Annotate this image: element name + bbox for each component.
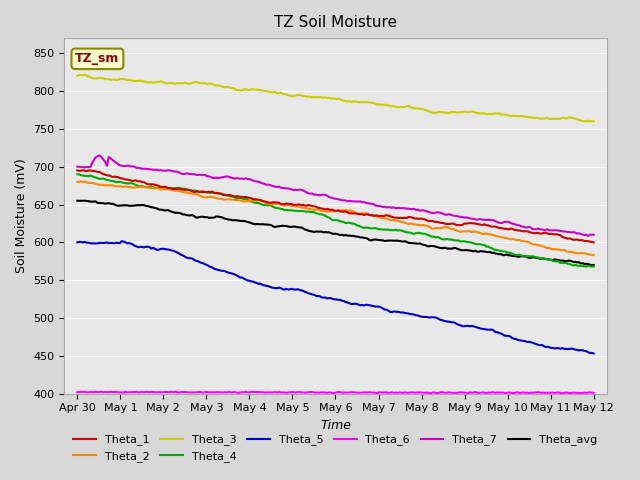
- Theta_2: [369, 213, 377, 218]
- Theta_3: [505, 113, 513, 119]
- Line: Theta_6: Theta_6: [77, 392, 594, 393]
- Theta_2: [394, 218, 401, 224]
- Theta_2: [505, 236, 513, 241]
- X-axis label: Time: Time: [320, 419, 351, 432]
- Theta_1: [505, 227, 513, 232]
- Line: Theta_7: Theta_7: [77, 156, 594, 236]
- Theta_5: [505, 333, 513, 339]
- Theta_avg: [81, 198, 88, 204]
- Theta_3: [394, 105, 401, 110]
- Theta_1: [155, 183, 163, 189]
- Line: Theta_avg: Theta_avg: [77, 201, 594, 265]
- Theta_1: [394, 215, 401, 221]
- Theta_7: [501, 219, 509, 225]
- Theta_3: [155, 79, 163, 85]
- Theta_7: [74, 164, 81, 169]
- Theta_7: [505, 219, 513, 225]
- Theta_2: [155, 186, 163, 192]
- Theta_3: [323, 95, 331, 101]
- Theta_avg: [501, 252, 509, 258]
- Theta_2: [77, 179, 85, 184]
- Theta_7: [584, 233, 592, 239]
- Theta_7: [323, 193, 331, 199]
- Theta_5: [369, 303, 377, 309]
- Line: Theta_4: Theta_4: [77, 174, 594, 266]
- Theta_3: [590, 119, 598, 124]
- Text: TZ_sm: TZ_sm: [76, 52, 120, 65]
- Title: TZ Soil Moisture: TZ Soil Moisture: [274, 15, 397, 30]
- Theta_1: [501, 226, 509, 231]
- Theta_2: [323, 209, 331, 215]
- Theta_4: [503, 249, 511, 255]
- Theta_6: [369, 390, 377, 396]
- Theta_2: [590, 252, 598, 258]
- Theta_4: [588, 264, 596, 269]
- Theta_4: [153, 185, 161, 191]
- Theta_4: [499, 249, 507, 254]
- Theta_7: [96, 153, 104, 158]
- Theta_1: [79, 168, 86, 173]
- Theta_avg: [74, 198, 81, 204]
- Theta_5: [118, 239, 125, 244]
- Theta_6: [323, 390, 331, 396]
- Theta_avg: [394, 238, 401, 243]
- Theta_4: [321, 213, 329, 218]
- Theta_avg: [505, 252, 513, 258]
- Theta_3: [74, 73, 81, 79]
- Theta_7: [590, 232, 598, 238]
- Theta_1: [74, 168, 81, 173]
- Line: Theta_2: Theta_2: [77, 181, 594, 255]
- Theta_5: [394, 309, 401, 314]
- Y-axis label: Soil Moisture (mV): Soil Moisture (mV): [15, 158, 28, 273]
- Theta_3: [586, 119, 594, 124]
- Theta_4: [590, 264, 598, 269]
- Theta_7: [155, 168, 163, 173]
- Theta_3: [369, 100, 377, 106]
- Theta_6: [505, 390, 513, 396]
- Line: Theta_3: Theta_3: [77, 75, 594, 121]
- Theta_2: [74, 179, 81, 185]
- Theta_3: [81, 72, 88, 78]
- Theta_4: [368, 226, 376, 231]
- Theta_avg: [323, 229, 331, 235]
- Theta_1: [369, 213, 377, 219]
- Line: Theta_5: Theta_5: [77, 241, 594, 353]
- Theta_5: [74, 240, 81, 245]
- Theta_avg: [155, 206, 163, 212]
- Theta_6: [558, 390, 566, 396]
- Theta_1: [323, 206, 331, 212]
- Theta_5: [501, 333, 509, 338]
- Line: Theta_1: Theta_1: [77, 170, 594, 242]
- Theta_5: [323, 296, 331, 301]
- Theta_5: [155, 247, 163, 252]
- Theta_4: [74, 171, 81, 177]
- Theta_7: [394, 205, 401, 211]
- Theta_6: [74, 389, 81, 395]
- Theta_6: [590, 390, 598, 396]
- Theta_avg: [369, 237, 377, 242]
- Theta_6: [97, 389, 105, 395]
- Theta_7: [369, 201, 377, 207]
- Theta_6: [501, 390, 509, 396]
- Theta_avg: [588, 262, 596, 268]
- Theta_avg: [590, 262, 598, 268]
- Theta_3: [501, 112, 509, 118]
- Legend: Theta_1, Theta_2, Theta_3, Theta_4, Theta_5, Theta_6, Theta_7, Theta_avg: Theta_1, Theta_2, Theta_3, Theta_4, Thet…: [69, 430, 602, 466]
- Theta_6: [394, 390, 401, 396]
- Theta_4: [392, 227, 399, 233]
- Theta_6: [155, 389, 163, 395]
- Theta_1: [590, 240, 598, 245]
- Theta_5: [590, 350, 598, 356]
- Theta_2: [501, 235, 509, 240]
